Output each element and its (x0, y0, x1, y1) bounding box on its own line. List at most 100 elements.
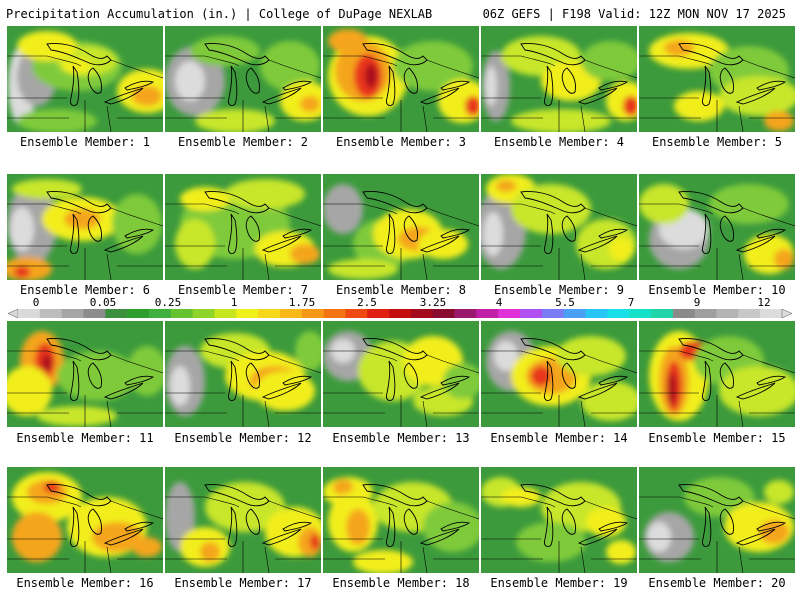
ensemble-member-map (323, 26, 479, 132)
precip-contour (333, 479, 353, 495)
colorbar-segment (498, 309, 521, 318)
ensemble-member-map (7, 174, 163, 280)
precip-contour (443, 363, 479, 399)
colorbar-segment (432, 309, 455, 318)
state-borders (7, 55, 163, 132)
colorbar (8, 309, 792, 318)
ensemble-member-map (7, 26, 163, 132)
precip-contour (295, 331, 321, 371)
colorbar-segment (651, 309, 674, 318)
ensemble-member-map (165, 26, 321, 132)
precip-contour (764, 111, 794, 131)
state-borders (165, 496, 321, 573)
precip-contour (310, 534, 320, 550)
precip-map (481, 467, 637, 573)
colorbar-segment (738, 309, 761, 318)
precip-contour (623, 96, 637, 116)
precip-contour (17, 31, 77, 61)
state-borders (481, 350, 637, 427)
state-borders (639, 350, 795, 427)
precip-map (323, 467, 479, 573)
state-borders (639, 55, 795, 132)
precip-contour (255, 371, 315, 411)
precip-map (481, 321, 637, 427)
precip-contour (42, 355, 52, 371)
precip-contour (485, 66, 497, 106)
colorbar-tick-label: 9 (693, 296, 701, 309)
state-borders (7, 350, 163, 427)
ensemble-member-label: Ensemble Member: 19 (490, 576, 628, 590)
precip-contour (664, 40, 694, 56)
ensemble-member-map (639, 467, 795, 573)
precip-contour (17, 109, 97, 132)
precip-contour (668, 373, 676, 405)
colorbar-segment (148, 309, 172, 318)
colorbar-left-arrow (8, 309, 19, 318)
ensemble-member-label: Ensemble Member: 3 (335, 135, 467, 149)
precip-contour (195, 109, 275, 132)
precip-contour (200, 542, 220, 562)
state-borders (481, 496, 637, 573)
ensemble-member-map (7, 467, 163, 573)
ensemble-member-map (481, 467, 637, 573)
state-borders (639, 203, 795, 280)
precip-contour (205, 482, 285, 532)
ensemble-member-map (639, 26, 795, 132)
run-info: 06Z GEFS | F198 Valid: 12Z MON NOV 17 20… (482, 7, 786, 21)
ensemble-member-label: Ensemble Member: 18 (332, 576, 470, 590)
precip-contour (353, 550, 413, 573)
colorbar-tick-label: 7 (627, 296, 635, 309)
ensemble-member-label: Ensemble Member: 15 (648, 431, 786, 445)
precip-contour (494, 341, 518, 371)
colorbar-segment (716, 309, 739, 318)
colorbar-tick-label: 5.5 (555, 296, 575, 309)
precip-contour (37, 406, 117, 426)
colorbar-tick-label: 3.25 (419, 296, 447, 309)
colorbar-segment (61, 309, 84, 318)
ensemble-member-label: Ensemble Member: 4 (493, 135, 625, 149)
precip-map (639, 467, 795, 573)
ensemble-member-label: Ensemble Member: 7 (177, 283, 309, 297)
ensemble-member-label: Ensemble Member: 14 (490, 431, 628, 445)
ensemble-member-map (481, 26, 637, 132)
ensemble-member-map (323, 321, 479, 427)
precip-map (165, 321, 321, 427)
precip-contour (64, 209, 100, 229)
ensemble-member-label: Ensemble Member: 10 (648, 283, 786, 297)
colorbar-segment (83, 309, 106, 318)
precip-contour (300, 96, 320, 112)
ensemble-member-label: Ensemble Member: 9 (493, 283, 625, 297)
ensemble-member-label: Ensemble Member: 16 (16, 576, 154, 590)
precip-contour (609, 237, 633, 261)
state-borders (165, 55, 321, 132)
precip-contour (709, 184, 789, 224)
precip-contour (328, 29, 368, 53)
ensemble-member-label: Ensemble Member: 2 (177, 135, 309, 149)
ensemble-member-label: Ensemble Member: 11 (16, 431, 154, 445)
precip-contour (684, 477, 754, 517)
state-borders (165, 350, 321, 427)
precip-contour (7, 366, 52, 416)
state-borders (639, 496, 795, 573)
colorbar-right-arrow (781, 309, 792, 318)
state-borders (481, 203, 637, 280)
precip-contour (774, 249, 794, 269)
precip-map (323, 26, 479, 132)
colorbar-segment (541, 309, 565, 318)
precip-contour (323, 184, 363, 234)
ensemble-member-map (165, 321, 321, 427)
precip-contour (556, 336, 626, 376)
state-borders (7, 496, 163, 573)
colorbar-segment (389, 309, 412, 318)
ensemble-member-map (323, 174, 479, 280)
precip-contour (764, 480, 794, 504)
precip-contour (606, 540, 636, 564)
precip-contour (365, 64, 377, 88)
colorbar-segment (192, 309, 215, 318)
colorbar-segment (214, 309, 237, 318)
ensemble-member-label: Ensemble Member: 1 (19, 135, 151, 149)
precip-contour (12, 179, 82, 199)
precip-contour (132, 537, 162, 557)
precip-contour (92, 522, 142, 552)
state-borders (7, 203, 163, 280)
